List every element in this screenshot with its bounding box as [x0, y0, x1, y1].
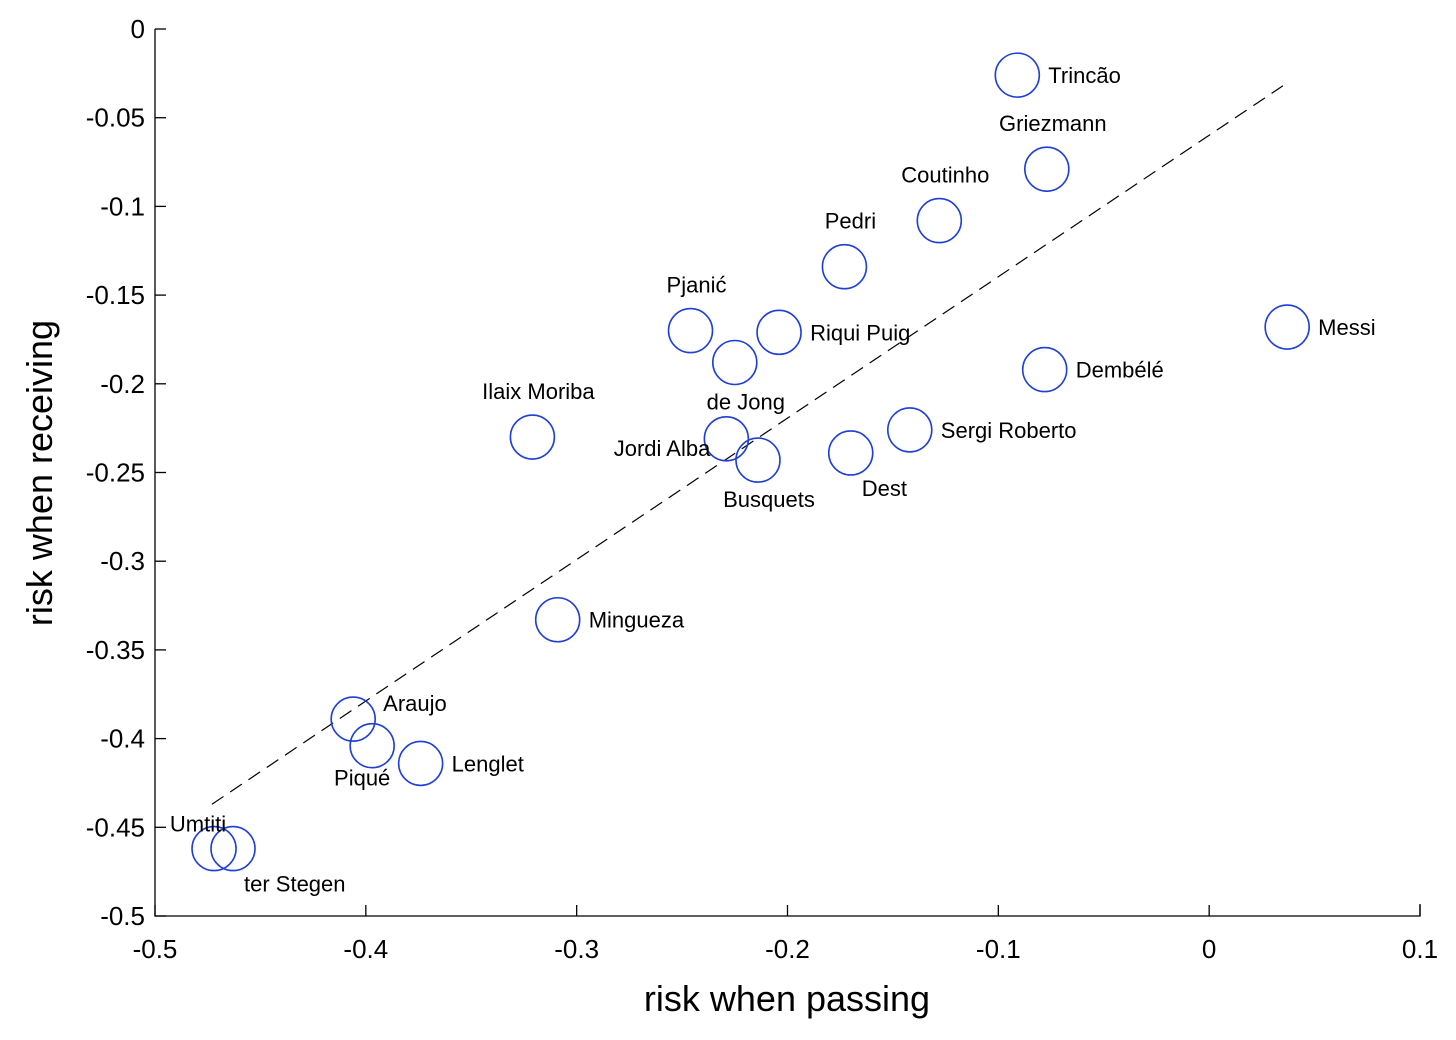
data-point[interactable] — [1264, 304, 1310, 350]
point-label: Dembélé — [1076, 358, 1164, 383]
x-tick-label: -0.1 — [976, 934, 1021, 964]
point-label: Pedri — [825, 209, 876, 234]
data-point[interactable] — [509, 414, 556, 460]
point-label: Mingueza — [589, 608, 685, 633]
y-axis-title: risk when receiving — [19, 320, 60, 626]
point-label: Trincão — [1048, 63, 1121, 88]
data-point[interactable] — [994, 52, 1041, 98]
y-tick-label: -0.15 — [86, 280, 145, 310]
point-label: Umtiti — [170, 812, 226, 837]
data-point[interactable] — [1021, 346, 1068, 393]
x-tick-label: -0.3 — [554, 934, 599, 964]
point-label: Jordi Alba — [614, 436, 711, 461]
data-point[interactable] — [827, 430, 874, 476]
data-point[interactable] — [330, 696, 376, 742]
y-tick-label: -0.1 — [100, 191, 145, 221]
point-label: de Jong — [707, 390, 785, 415]
point-label: Messi — [1318, 315, 1375, 340]
data-point[interactable] — [886, 407, 933, 453]
y-tick-label: 0 — [131, 14, 145, 44]
y-tick-label: -0.2 — [100, 369, 145, 399]
data-point[interactable] — [735, 437, 781, 483]
x-tick-label: 0 — [1202, 934, 1216, 964]
data-point[interactable] — [711, 339, 758, 386]
data-point[interactable] — [756, 309, 802, 356]
point-label: Dest — [862, 476, 907, 501]
data-point[interactable] — [534, 596, 581, 643]
data-point[interactable] — [349, 722, 395, 769]
x-tick-label: 0.1 — [1402, 934, 1438, 964]
point-label: Piqué — [334, 766, 390, 791]
point-label: Ilaix Moriba — [482, 379, 595, 404]
point-label: Coutinho — [901, 163, 989, 188]
point-label: Araujo — [383, 691, 447, 716]
y-tick-label: -0.35 — [86, 635, 145, 665]
data-point[interactable] — [1024, 146, 1070, 192]
axes: -0.5 -0.4 -0.3 -0.2 -0.1 0 0.1 0 -0.05 -0.1 -0.15 -… — [86, 14, 1438, 964]
point-label: Lenglet — [452, 751, 524, 776]
y-tick-label: -0.5 — [100, 901, 145, 931]
y-tick-label: -0.4 — [100, 724, 145, 754]
data-point[interactable] — [821, 243, 868, 290]
y-tick-label: -0.3 — [100, 546, 145, 576]
data-point[interactable] — [397, 740, 444, 787]
x-axis-title: risk when passing — [644, 978, 930, 1019]
point-labels-layer: Trincão Griezmann Coutinho Pedri Pjanić Riqui… — [170, 63, 1376, 896]
data-point[interactable] — [210, 825, 256, 872]
data-point[interactable] — [191, 825, 237, 872]
x-tick-label: -0.5 — [133, 934, 178, 964]
y-tick-label: -0.45 — [86, 812, 145, 842]
data-point[interactable] — [703, 415, 750, 462]
y-tick-label: -0.25 — [86, 458, 145, 488]
data-point[interactable] — [916, 197, 963, 244]
y-tick-label: -0.05 — [86, 103, 145, 133]
point-label: Pjanić — [667, 273, 727, 298]
points-layer — [191, 52, 1310, 872]
point-label: Riqui Puig — [810, 320, 910, 345]
data-point[interactable] — [667, 307, 714, 354]
x-tick-label: -0.4 — [343, 934, 388, 964]
point-label: Busquets — [723, 487, 815, 512]
point-label: ter Stegen — [244, 872, 346, 897]
x-tick-label: -0.2 — [765, 934, 810, 964]
point-label: Griezmann — [999, 111, 1107, 136]
point-label: Sergi Roberto — [941, 418, 1077, 443]
